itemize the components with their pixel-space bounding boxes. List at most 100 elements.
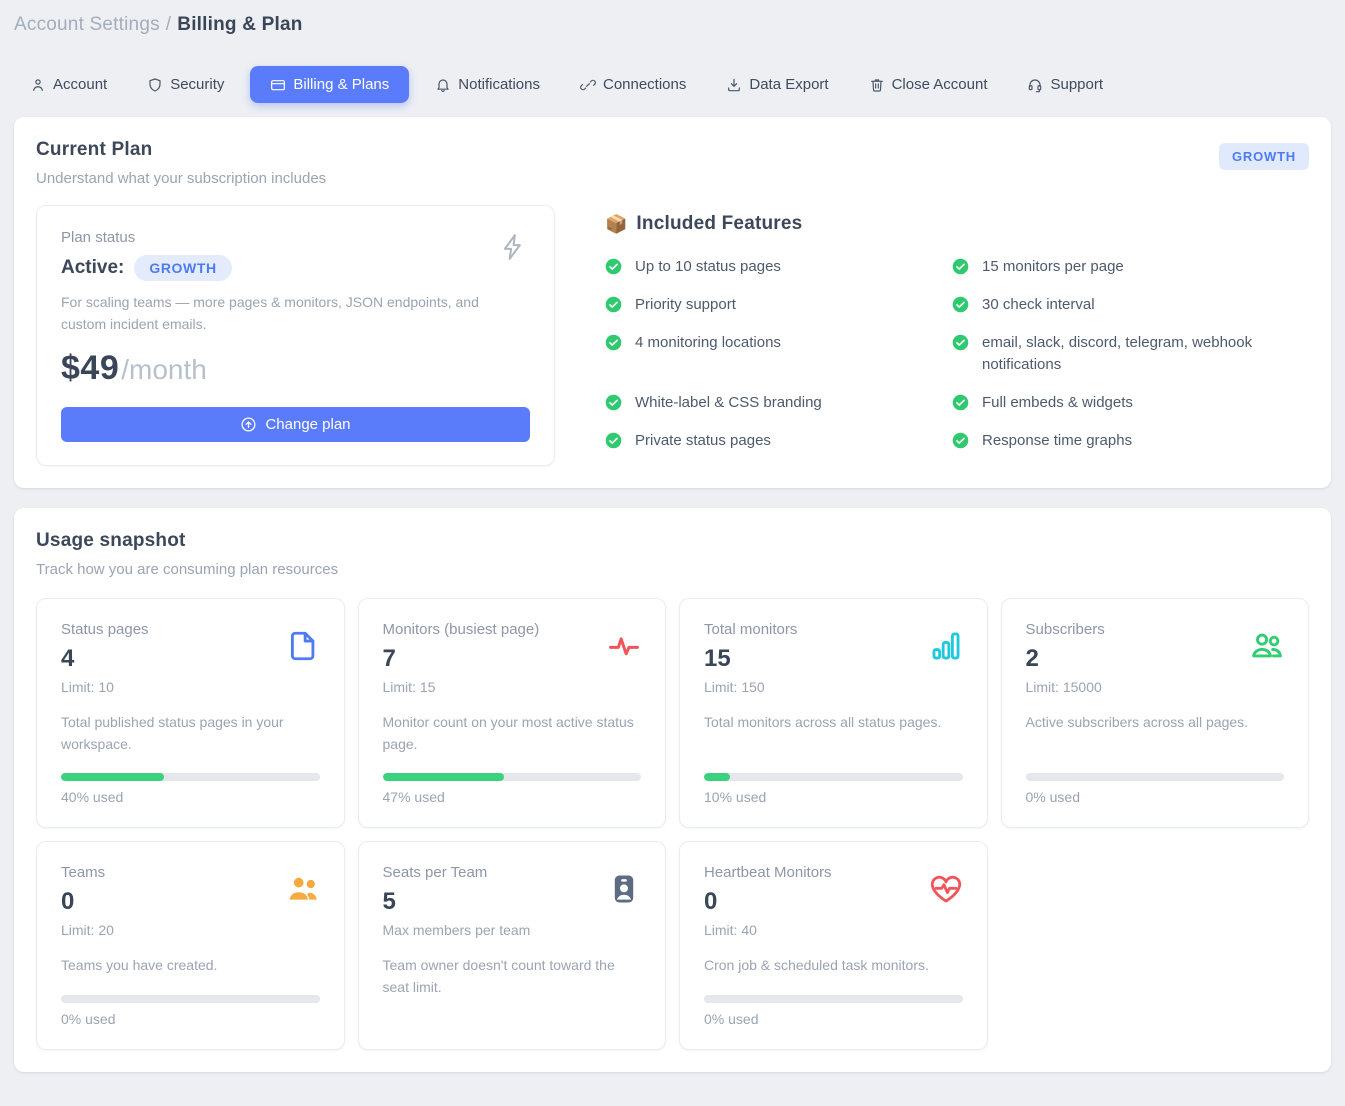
usage-card-title: Heartbeat Monitors — [704, 864, 832, 882]
usage-card-limit: Limit: 20 — [61, 922, 114, 939]
feature-item: 4 monitoring locations — [605, 332, 952, 376]
usage-percent-label: 47% used — [382, 789, 445, 806]
usage-card-seats-per-team: Seats per Team 5 Max members per team Team … — [357, 841, 666, 1050]
check-circle-icon — [952, 258, 969, 275]
usage-card-teams: Teams 0 Limit: 20 Teams you have created. 0%… — [36, 841, 345, 1050]
usage-progress: 10% used — [704, 755, 963, 805]
usage-card-value: 0 — [61, 888, 75, 916]
plan-price: $49 /month — [61, 349, 530, 388]
usage-card-limit: Limit: 15000 — [1025, 678, 1102, 695]
tab-account[interactable]: Account — [16, 67, 121, 102]
check-circle-icon — [605, 334, 622, 351]
feature-text: Full embeds & widgets — [982, 394, 1133, 412]
plan-state-badge: GROWTH — [134, 255, 232, 281]
feature-text: Up to 10 status pages — [635, 258, 781, 275]
pulse-icon — [607, 629, 641, 668]
price-amount: $49 — [61, 348, 120, 387]
change-plan-button[interactable]: Change plan — [61, 406, 530, 442]
usage-card-value: 15 — [704, 644, 731, 672]
usage-card-limit: Limit: 40 — [704, 922, 757, 939]
tab-label: Notifications — [458, 76, 540, 93]
included-features-section: 📦 Included Features Up to 10 status page… — [555, 205, 1309, 452]
tab-label: Data Export — [749, 76, 829, 93]
breadcrumb: Account Settings / Billing & Plan — [14, 12, 1331, 36]
tab-label: Connections — [602, 76, 687, 93]
usage-card-description: Teams you have created. — [61, 957, 218, 974]
tab-connections[interactable]: Connections — [566, 67, 700, 102]
feature-item: Full embeds & widgets — [952, 392, 1309, 414]
heart-pulse-icon — [929, 872, 963, 911]
usage-progress: 47% used — [382, 755, 641, 806]
usage-card-title: Seats per Team — [382, 864, 488, 882]
usage-card-description: Total published status pages in your wor… — [61, 713, 284, 752]
feature-item: Private status pages — [605, 430, 952, 452]
usage-progress: 0% used — [61, 977, 320, 1027]
feature-item: White-label & CSS branding — [605, 392, 952, 414]
progress-track — [61, 773, 320, 782]
feature-text: email, slack, discord, telegram, webhook… — [982, 334, 1253, 374]
tab-notifications[interactable]: Notifications — [421, 67, 554, 102]
usage-card-description: Monitor count on your most active status… — [382, 713, 634, 752]
check-circle-icon — [952, 296, 969, 313]
usage-card-value: 2 — [1025, 644, 1039, 672]
usage-card-heartbeat-monitors: Heartbeat Monitors 0 Limit: 40 Cron job & s… — [679, 841, 988, 1050]
usage-subtitle: Track how you are consuming plan resourc… — [36, 560, 339, 578]
progress-fill — [382, 773, 504, 782]
progress-track — [704, 995, 963, 1003]
tab-data-export[interactable]: Data Export — [712, 67, 842, 102]
plan-description: For scaling teams — more pages & monitor… — [61, 294, 479, 332]
usage-card-title: Subscribers — [1025, 620, 1105, 638]
feature-item: Priority support — [605, 294, 952, 316]
usage-card-value: 4 — [61, 644, 75, 672]
usage-progress: 0% used — [1025, 755, 1284, 805]
feature-text: White-label & CSS branding — [635, 394, 822, 412]
usage-card-title: Monitors (busiest page) — [382, 620, 540, 638]
usage-card-title: Teams — [61, 864, 106, 882]
usage-card-total-monitors: Total monitors 15 Limit: 150 Total monitors… — [679, 597, 988, 829]
breadcrumb-separator: / — [165, 14, 172, 35]
tab-support[interactable]: Support — [1013, 67, 1117, 102]
progress-track — [61, 995, 320, 1003]
credit-card-icon — [270, 77, 286, 93]
usage-card-subscribers: Subscribers 2 Limit: 15000 Active subscribe… — [1000, 597, 1309, 829]
usage-percent-label: 10% used — [704, 789, 767, 806]
check-circle-icon — [952, 394, 969, 411]
usage-card-limit: Limit: 10 — [61, 678, 114, 695]
feature-item: email, slack, discord, telegram, webhook… — [952, 332, 1309, 376]
progress-fill — [704, 773, 730, 782]
current-plan-subtitle: Understand what your subscription includ… — [36, 170, 327, 187]
tab-label: Close Account — [891, 76, 988, 93]
file-icon — [286, 629, 320, 668]
plan-tier-badge: GROWTH — [1218, 143, 1309, 170]
tab-label: Billing & Plans — [293, 76, 390, 93]
usage-card-description: Team owner doesn't count toward the seat… — [382, 957, 615, 995]
bar-chart-icon — [929, 629, 963, 668]
id-badge-icon — [607, 872, 641, 911]
usage-card-value: 0 — [704, 888, 718, 916]
link-icon — [580, 77, 596, 93]
usage-progress: 40% used — [61, 755, 320, 805]
progress-track — [382, 773, 641, 782]
usage-percent-label: 40% used — [61, 789, 124, 806]
tab-security[interactable]: Security — [133, 67, 238, 102]
breadcrumb-account-settings[interactable]: Account Settings — [14, 14, 160, 35]
feature-item: 15 monitors per page — [952, 256, 1309, 278]
tab-close-account[interactable]: Close Account — [855, 67, 1002, 102]
trash-icon — [869, 77, 885, 93]
feature-text: Response time graphs — [982, 432, 1133, 450]
progress-fill — [61, 773, 165, 782]
headset-icon — [1027, 77, 1043, 93]
check-circle-icon — [952, 432, 969, 449]
included-features-title: Included Features — [636, 213, 803, 234]
feature-text: Priority support — [635, 296, 736, 314]
usage-card-description: Total monitors across all status pages. — [704, 713, 942, 730]
feature-item: Up to 10 status pages — [605, 256, 952, 278]
plan-state-text: Active: — [61, 257, 125, 278]
usage-progress: 0% used — [704, 977, 963, 1027]
change-plan-label: Change plan — [265, 415, 351, 433]
user-icon — [30, 77, 46, 93]
download-icon — [726, 77, 742, 93]
feature-text: 30 check interval — [982, 296, 1095, 314]
tab-billing-plans[interactable]: Billing & Plans — [250, 66, 410, 103]
current-plan-panel: Current Plan Understand what your subscr… — [14, 117, 1331, 488]
